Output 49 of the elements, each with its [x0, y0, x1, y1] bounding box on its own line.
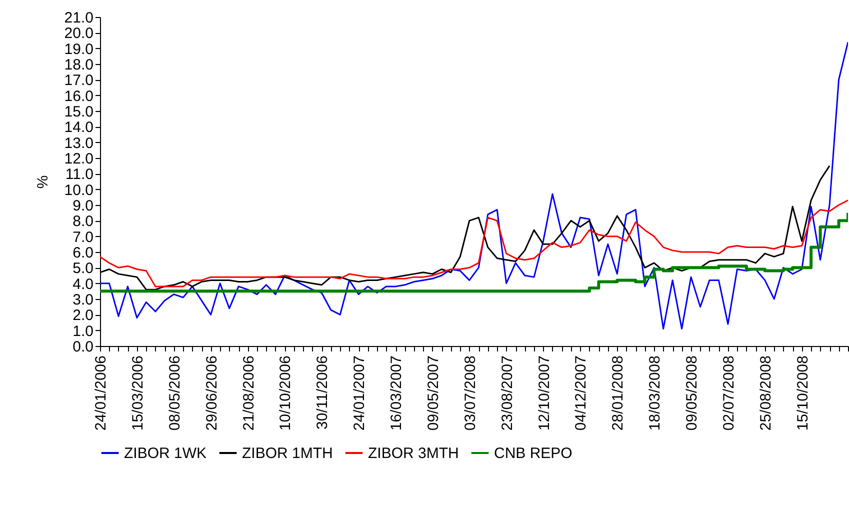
- y-tick-label: 6.0: [72, 244, 94, 262]
- x-tick-label: 10/10/2006: [277, 356, 294, 431]
- y-tick-label: 15.0: [64, 104, 94, 120]
- x-tick-label: 24/01/2007: [351, 356, 368, 431]
- x-tick-label: 24/01/2006: [92, 356, 110, 431]
- y-tick-label: 20.0: [64, 25, 94, 42]
- y-tick-label: 0.0: [72, 338, 94, 356]
- y-tick-label: 19.0: [64, 40, 94, 58]
- y-tick-label: 1.0: [72, 322, 94, 340]
- y-tick-label: 5.0: [72, 260, 94, 278]
- line-series: [100, 41, 848, 330]
- x-tick-label: 28/01/2008: [610, 356, 627, 431]
- x-tick-label: 18/03/2008: [646, 356, 664, 431]
- x-tick-label: 29/06/2006: [203, 356, 220, 431]
- y-tick-label: 12.0: [64, 150, 94, 168]
- x-tick-label: 12/10/2007: [536, 356, 553, 431]
- x-tick-label: 03/07/2008: [462, 356, 479, 431]
- y-tick-label: 3.0: [72, 292, 94, 308]
- legend-label: ZIBOR 1WK: [124, 445, 207, 462]
- x-tick-label: 15/10/2008: [794, 356, 812, 431]
- y-tick-label: 10.0: [64, 182, 94, 199]
- x-tick-label: 21/08/2006: [240, 356, 258, 431]
- y-tick-label: 8.0: [72, 213, 94, 230]
- x-tick-label: 15/03/2006: [129, 356, 146, 431]
- x-tick-label: 09/05/2007: [424, 356, 442, 431]
- y-tick-label: 9.0: [72, 198, 94, 214]
- x-tick-label: 08/05/2006: [166, 356, 184, 431]
- y-tick-label: 4.0: [72, 276, 94, 293]
- x-tick-label: 02/07/2008: [720, 356, 738, 431]
- y-tick-label: 7.0: [72, 228, 94, 246]
- x-tick-label: 30/11/2006: [314, 356, 332, 430]
- y-tick-label: 13.0: [64, 134, 94, 152]
- x-tick-label: 16/03/2007: [388, 356, 406, 431]
- line-series: [100, 200, 848, 288]
- legend-label: CNB REPO: [494, 445, 572, 462]
- y-tick-label: 16.0: [64, 88, 94, 105]
- x-tick-label: 25/08/2008: [757, 356, 774, 431]
- y-tick-label: 21.0: [64, 10, 94, 26]
- legend-label: ZIBOR 1MTH: [242, 445, 333, 462]
- legend-label: ZIBOR 3MTH: [368, 445, 459, 462]
- y-tick-label: 14.0: [64, 119, 94, 136]
- x-tick-label: 23/08/2007: [498, 356, 516, 431]
- x-tick-label: 04/12/2007: [572, 356, 590, 431]
- x-tick-label: 09/05/2008: [684, 356, 701, 431]
- y-tick-label: 17.0: [64, 72, 94, 90]
- y-tick-label: 11.0: [65, 166, 94, 184]
- y-axis-title: %: [34, 175, 52, 189]
- y-tick-label: 2.0: [72, 307, 94, 324]
- y-tick-label: 18.0: [64, 56, 94, 74]
